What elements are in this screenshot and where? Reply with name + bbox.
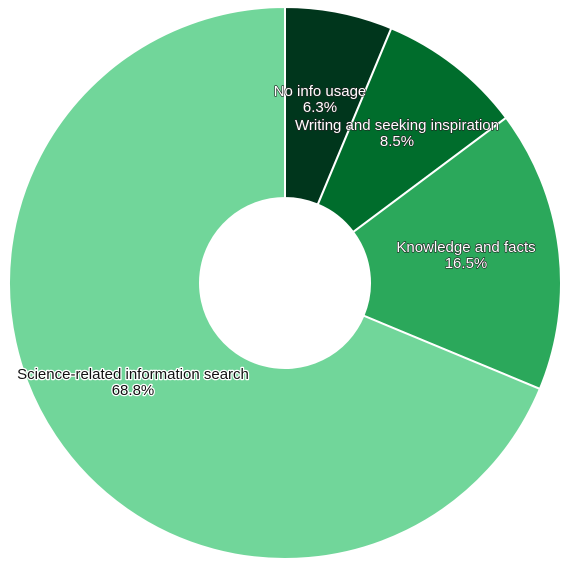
slice-value-no-info-usage: 6.3%: [303, 99, 337, 116]
slice-label-science-related-information-search: Science-related information search: [17, 366, 249, 383]
slice-label-knowledge-and-facts: Knowledge and facts: [396, 239, 535, 256]
slice-label-writing-and-seeking-inspiration: Writing and seeking inspiration: [295, 117, 499, 134]
slice-value-writing-and-seeking-inspiration: 8.5%: [380, 133, 414, 150]
slice-value-science-related-information-search: 68.8%: [112, 382, 155, 399]
slice-writing-and-seeking-inspiration[interactable]: [316, 26, 508, 234]
slice-label-no-info-usage: No info usage: [274, 83, 367, 100]
slice-group: [8, 5, 562, 560]
slice-knowledge-and-facts[interactable]: [351, 116, 562, 391]
slice-value-knowledge-and-facts: 16.5%: [445, 255, 488, 272]
slice-science-related-information-search[interactable]: [8, 5, 542, 560]
